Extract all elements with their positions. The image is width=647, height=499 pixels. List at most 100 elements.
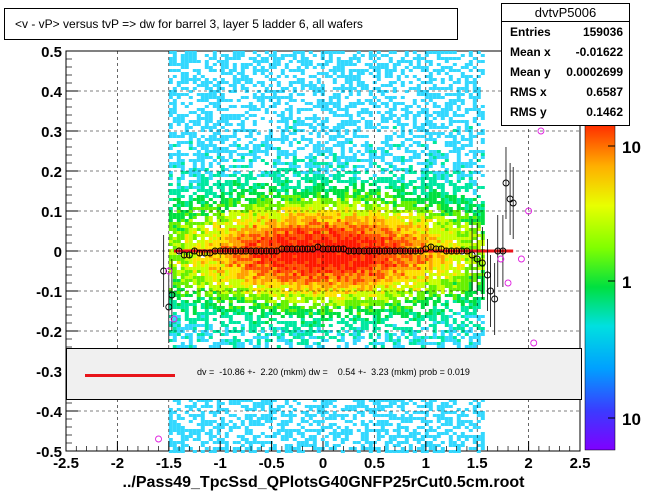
- heatmap-cell: [228, 420, 233, 423]
- heatmap-cell: [172, 135, 177, 138]
- heatmap-cell: [392, 207, 397, 210]
- heatmap-cell: [188, 210, 193, 213]
- heatmap-cell: [252, 129, 257, 132]
- heatmap-cell: [288, 405, 293, 408]
- heatmap-cell: [380, 222, 385, 225]
- heatmap-cell: [296, 288, 301, 291]
- heatmap-cell: [372, 294, 377, 297]
- heatmap-cell: [196, 318, 201, 321]
- heatmap-cell: [292, 69, 297, 72]
- heatmap-cell: [276, 237, 281, 240]
- heatmap-cell: [268, 294, 273, 297]
- heatmap-cell: [184, 300, 189, 303]
- heatmap-cell: [276, 258, 281, 261]
- heatmap-cell: [176, 84, 181, 87]
- heatmap-cell: [268, 339, 273, 342]
- heatmap-cell: [168, 126, 173, 129]
- heatmap-cell: [248, 105, 253, 108]
- heatmap-cell: [320, 180, 325, 183]
- heatmap-cell: [284, 432, 289, 435]
- heatmap-cell: [324, 252, 329, 255]
- heatmap-cell: [236, 231, 241, 234]
- heatmap-cell: [184, 234, 189, 237]
- heatmap-cell: [232, 210, 237, 213]
- heatmap-cell: [180, 426, 185, 429]
- heatmap-cell: [348, 222, 353, 225]
- heatmap-cell: [272, 96, 277, 99]
- heatmap-cell: [300, 297, 305, 300]
- heatmap-cell: [276, 162, 281, 165]
- heatmap-cell: [372, 204, 377, 207]
- heatmap-cell: [332, 246, 337, 249]
- heatmap-cell: [280, 414, 285, 417]
- heatmap-cell: [216, 132, 221, 135]
- heatmap-cell: [376, 180, 381, 183]
- heatmap-cell: [324, 210, 329, 213]
- heatmap-cell: [348, 267, 353, 270]
- heatmap-cell: [336, 75, 341, 78]
- heatmap-cell: [196, 339, 201, 342]
- heatmap-cell: [356, 99, 361, 102]
- heatmap-cell: [332, 225, 337, 228]
- heatmap-cell: [380, 303, 385, 306]
- heatmap-cell: [208, 237, 213, 240]
- heatmap-cell: [184, 309, 189, 312]
- heatmap-cell: [392, 63, 397, 66]
- heatmap-cell: [396, 303, 401, 306]
- heatmap-cell: [296, 195, 301, 198]
- heatmap-cell: [192, 267, 197, 270]
- heatmap-cell: [280, 294, 285, 297]
- heatmap-cell: [248, 342, 253, 345]
- heatmap-cell: [196, 177, 201, 180]
- heatmap-cell: [236, 123, 241, 126]
- heatmap-cell: [384, 429, 389, 432]
- heatmap-cell: [180, 435, 185, 438]
- heatmap-cell: [312, 267, 317, 270]
- heatmap-cell: [320, 264, 325, 267]
- heatmap-cell: [280, 186, 285, 189]
- heatmap-cell: [248, 102, 253, 105]
- heatmap-cell: [244, 432, 249, 435]
- heatmap-cell: [248, 450, 253, 453]
- heatmap-cell: [176, 198, 181, 201]
- heatmap-cell: [284, 450, 289, 453]
- heatmap-cell: [308, 417, 313, 420]
- heatmap-cell: [376, 414, 381, 417]
- heatmap-cell: [352, 267, 357, 270]
- heatmap-cell: [356, 120, 361, 123]
- heatmap-cell: [208, 69, 213, 72]
- heatmap-cell: [328, 108, 333, 111]
- heatmap-cell: [192, 75, 197, 78]
- heatmap-cell: [288, 228, 293, 231]
- heatmap-cell: [180, 159, 185, 162]
- heatmap-cell: [356, 51, 361, 54]
- heatmap-cell: [380, 198, 385, 201]
- heatmap-cell: [180, 261, 185, 264]
- heatmap-cell: [300, 243, 305, 246]
- heatmap-cell: [360, 234, 365, 237]
- heatmap-cell: [212, 411, 217, 414]
- heatmap-cell: [332, 135, 337, 138]
- heatmap-cell: [368, 282, 373, 285]
- heatmap-cell: [348, 297, 353, 300]
- heatmap-cell: [272, 333, 277, 336]
- heatmap-cell: [236, 57, 241, 60]
- heatmap-cell: [172, 225, 177, 228]
- heatmap-cell: [356, 222, 361, 225]
- heatmap-cell: [312, 147, 317, 150]
- heatmap-cell: [344, 261, 349, 264]
- heatmap-cell: [220, 138, 225, 141]
- heatmap-cell: [296, 234, 301, 237]
- heatmap-cell: [196, 291, 201, 294]
- heatmap-cell: [272, 417, 277, 420]
- heatmap-cell: [316, 117, 321, 120]
- heatmap-cell: [240, 114, 245, 117]
- heatmap-cell: [284, 120, 289, 123]
- heatmap-cell: [376, 225, 381, 228]
- heatmap-cell: [324, 132, 329, 135]
- heatmap-cell: [312, 93, 317, 96]
- heatmap-cell: [332, 435, 337, 438]
- heatmap-cell: [240, 438, 245, 441]
- heatmap-cell: [280, 405, 285, 408]
- heatmap-cell: [188, 237, 193, 240]
